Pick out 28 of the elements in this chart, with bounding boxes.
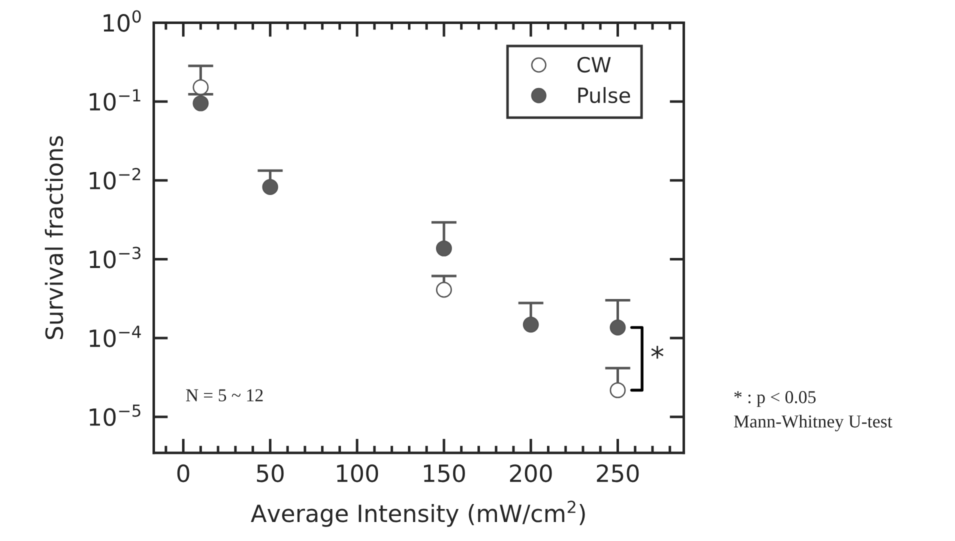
text: Mann-Whitney U-test bbox=[734, 414, 892, 432]
point bbox=[436, 282, 452, 298]
x-tick-label: 100 bbox=[337, 464, 378, 482]
point bbox=[436, 240, 452, 256]
y-tick-label: 10$^{−4}$ bbox=[90, 326, 141, 348]
y-tick-label: 10$^{−5}$ bbox=[90, 404, 140, 426]
point bbox=[262, 179, 278, 195]
x-tick-label: 200 bbox=[510, 464, 552, 482]
legend-label: CW bbox=[577, 56, 611, 73]
point bbox=[522, 316, 539, 333]
y-axis-title: Survival fractions bbox=[44, 136, 64, 340]
y-tick-label: 10$^{−3}$ bbox=[90, 246, 140, 268]
point bbox=[192, 95, 209, 112]
x-tick-label: 250 bbox=[596, 464, 639, 482]
legend-label: Pulse bbox=[578, 87, 630, 104]
x-tick-label: 150 bbox=[424, 464, 465, 482]
x-tick-label: 0 bbox=[177, 464, 190, 482]
annotation: * bbox=[651, 346, 664, 359]
point bbox=[610, 382, 626, 398]
point bbox=[610, 320, 626, 336]
text: * : p < 0.05 bbox=[734, 391, 816, 407]
y-tick-label: 10$^{−1}$ bbox=[90, 89, 140, 111]
y-tick-label: 10$^{0}$ bbox=[104, 10, 141, 32]
point bbox=[192, 79, 209, 96]
x-axis-title: Average Intensity (mW/cm$^{2}$) bbox=[250, 500, 585, 527]
y-tick-label: 10$^{−2}$ bbox=[90, 168, 140, 190]
annotation: N = 5 ~ 12 bbox=[186, 389, 263, 402]
x-tick-label: 50 bbox=[256, 464, 284, 482]
